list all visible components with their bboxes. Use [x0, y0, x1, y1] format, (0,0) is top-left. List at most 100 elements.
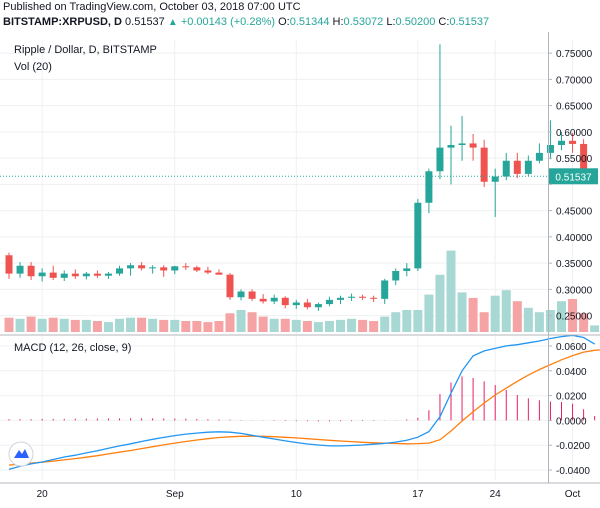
- published-line: Published on TradingView.com, October 03…: [3, 1, 301, 13]
- candle-body: [182, 266, 190, 268]
- symbol-label: BITSTAMP:XRPUSD, D: [3, 16, 122, 28]
- candle-body: [535, 152, 543, 161]
- candle-body: [193, 267, 201, 271]
- change-value: +0.00143 (+0.28%): [180, 16, 276, 28]
- candle-body: [281, 297, 289, 306]
- candle-body: [116, 268, 123, 274]
- candle-body: [569, 140, 577, 144]
- volume-bar: [115, 318, 124, 332]
- volume-bar: [545, 310, 555, 332]
- volume-bar: [568, 299, 578, 332]
- last-price-tag: [549, 168, 598, 185]
- volume-bar: [126, 317, 136, 332]
- candle-body: [381, 280, 389, 299]
- volume-bar: [291, 319, 301, 332]
- grid: [0, 40, 574, 480]
- candle-body: [513, 160, 521, 174]
- volume-bar: [336, 319, 345, 332]
- volume-bar: [302, 321, 312, 332]
- candle-body: [82, 273, 90, 277]
- volume-bar: [512, 301, 522, 332]
- macd-tick-label: 0.0000: [556, 416, 587, 427]
- price-tick-label: 0.45000: [556, 207, 593, 218]
- candle-body: [71, 273, 79, 277]
- candle-body: [27, 265, 35, 277]
- up-arrow-icon: ▲: [167, 17, 178, 28]
- volume-bar: [501, 290, 511, 332]
- time-tick-label: Sep: [166, 489, 184, 500]
- macd-tick-label: -0.0200: [556, 441, 590, 452]
- candle-body: [359, 296, 367, 298]
- candle-body: [491, 176, 499, 182]
- volume-bar: [15, 318, 25, 332]
- volume-bar: [258, 316, 268, 332]
- last-price-tag-label: 0.51537: [555, 172, 592, 183]
- low-value: 0.50200: [395, 16, 436, 28]
- price-tick-label: 0.60000: [556, 128, 593, 139]
- volume-bar: [479, 312, 489, 332]
- volume-bar: [380, 316, 390, 332]
- volume-bar: [402, 310, 412, 332]
- price-tick-label: 0.35000: [556, 259, 593, 270]
- last-price-value: 0.51537: [125, 16, 165, 28]
- candle-body: [60, 273, 68, 278]
- volume-bar: [92, 321, 102, 332]
- candle-body: [524, 160, 532, 174]
- candle-body: [248, 291, 256, 299]
- volume-bar: [523, 307, 533, 332]
- candle-body: [458, 143, 466, 145]
- chart-title: Ripple / Dollar, D, BITSTAMP: [14, 44, 157, 56]
- volume-bar: [446, 250, 456, 332]
- candle-body: [314, 304, 322, 308]
- volume-bar: [269, 318, 279, 332]
- candle-body: [447, 145, 455, 148]
- volume-bar: [468, 297, 478, 332]
- candle-body: [204, 270, 212, 273]
- volume-bar: [225, 313, 235, 332]
- candle-body: [580, 143, 588, 178]
- volume-bar: [4, 317, 14, 332]
- volume-bar: [48, 317, 58, 332]
- volume-bar: [313, 322, 323, 332]
- volume-bar: [557, 301, 566, 332]
- macd-tick-label: 0.0400: [556, 367, 587, 378]
- volume-bar: [369, 321, 379, 332]
- volume-bar: [70, 319, 80, 332]
- close-value: 0.51537: [449, 16, 490, 28]
- volume-bars: [4, 250, 600, 332]
- candle-body: [49, 272, 57, 278]
- candle-body: [237, 291, 245, 298]
- volume-bar: [324, 321, 334, 332]
- high-label: H:: [332, 16, 344, 28]
- candle-body: [303, 302, 311, 308]
- candle-body: [392, 271, 400, 281]
- volume-bar: [37, 318, 47, 332]
- price-tick-label: 0.30000: [556, 285, 593, 296]
- volume-bar: [490, 295, 500, 332]
- candles: [0, 44, 599, 311]
- macd-histogram: [8, 376, 596, 422]
- candle-body: [226, 274, 234, 298]
- macd-tick-label: 0.0600: [556, 342, 587, 353]
- high-value: 0.53072: [343, 16, 384, 28]
- volume-bar: [59, 318, 69, 332]
- price-tick-label: 0.55000: [556, 154, 593, 165]
- volume-bar: [26, 316, 36, 332]
- time-tick-label: 10: [291, 489, 303, 500]
- volume-bar: [391, 312, 401, 332]
- volume-bar: [181, 321, 191, 332]
- candle-body: [127, 265, 135, 269]
- volume-bar: [203, 322, 213, 332]
- volume-bar: [358, 319, 368, 332]
- candle-body: [138, 265, 146, 269]
- candle-body: [215, 272, 223, 275]
- chart-svg[interactable]: 0.51537 0.25000 0.30000 0.35000 0.40000 0.450…: [0, 32, 600, 508]
- volume-bar: [170, 319, 180, 332]
- volume-bar: [413, 310, 423, 332]
- volume-bar: [148, 318, 158, 332]
- volume-bar: [579, 313, 589, 332]
- volume-bar: [590, 325, 600, 332]
- open-label: O:: [278, 16, 290, 28]
- candle-body: [370, 297, 378, 299]
